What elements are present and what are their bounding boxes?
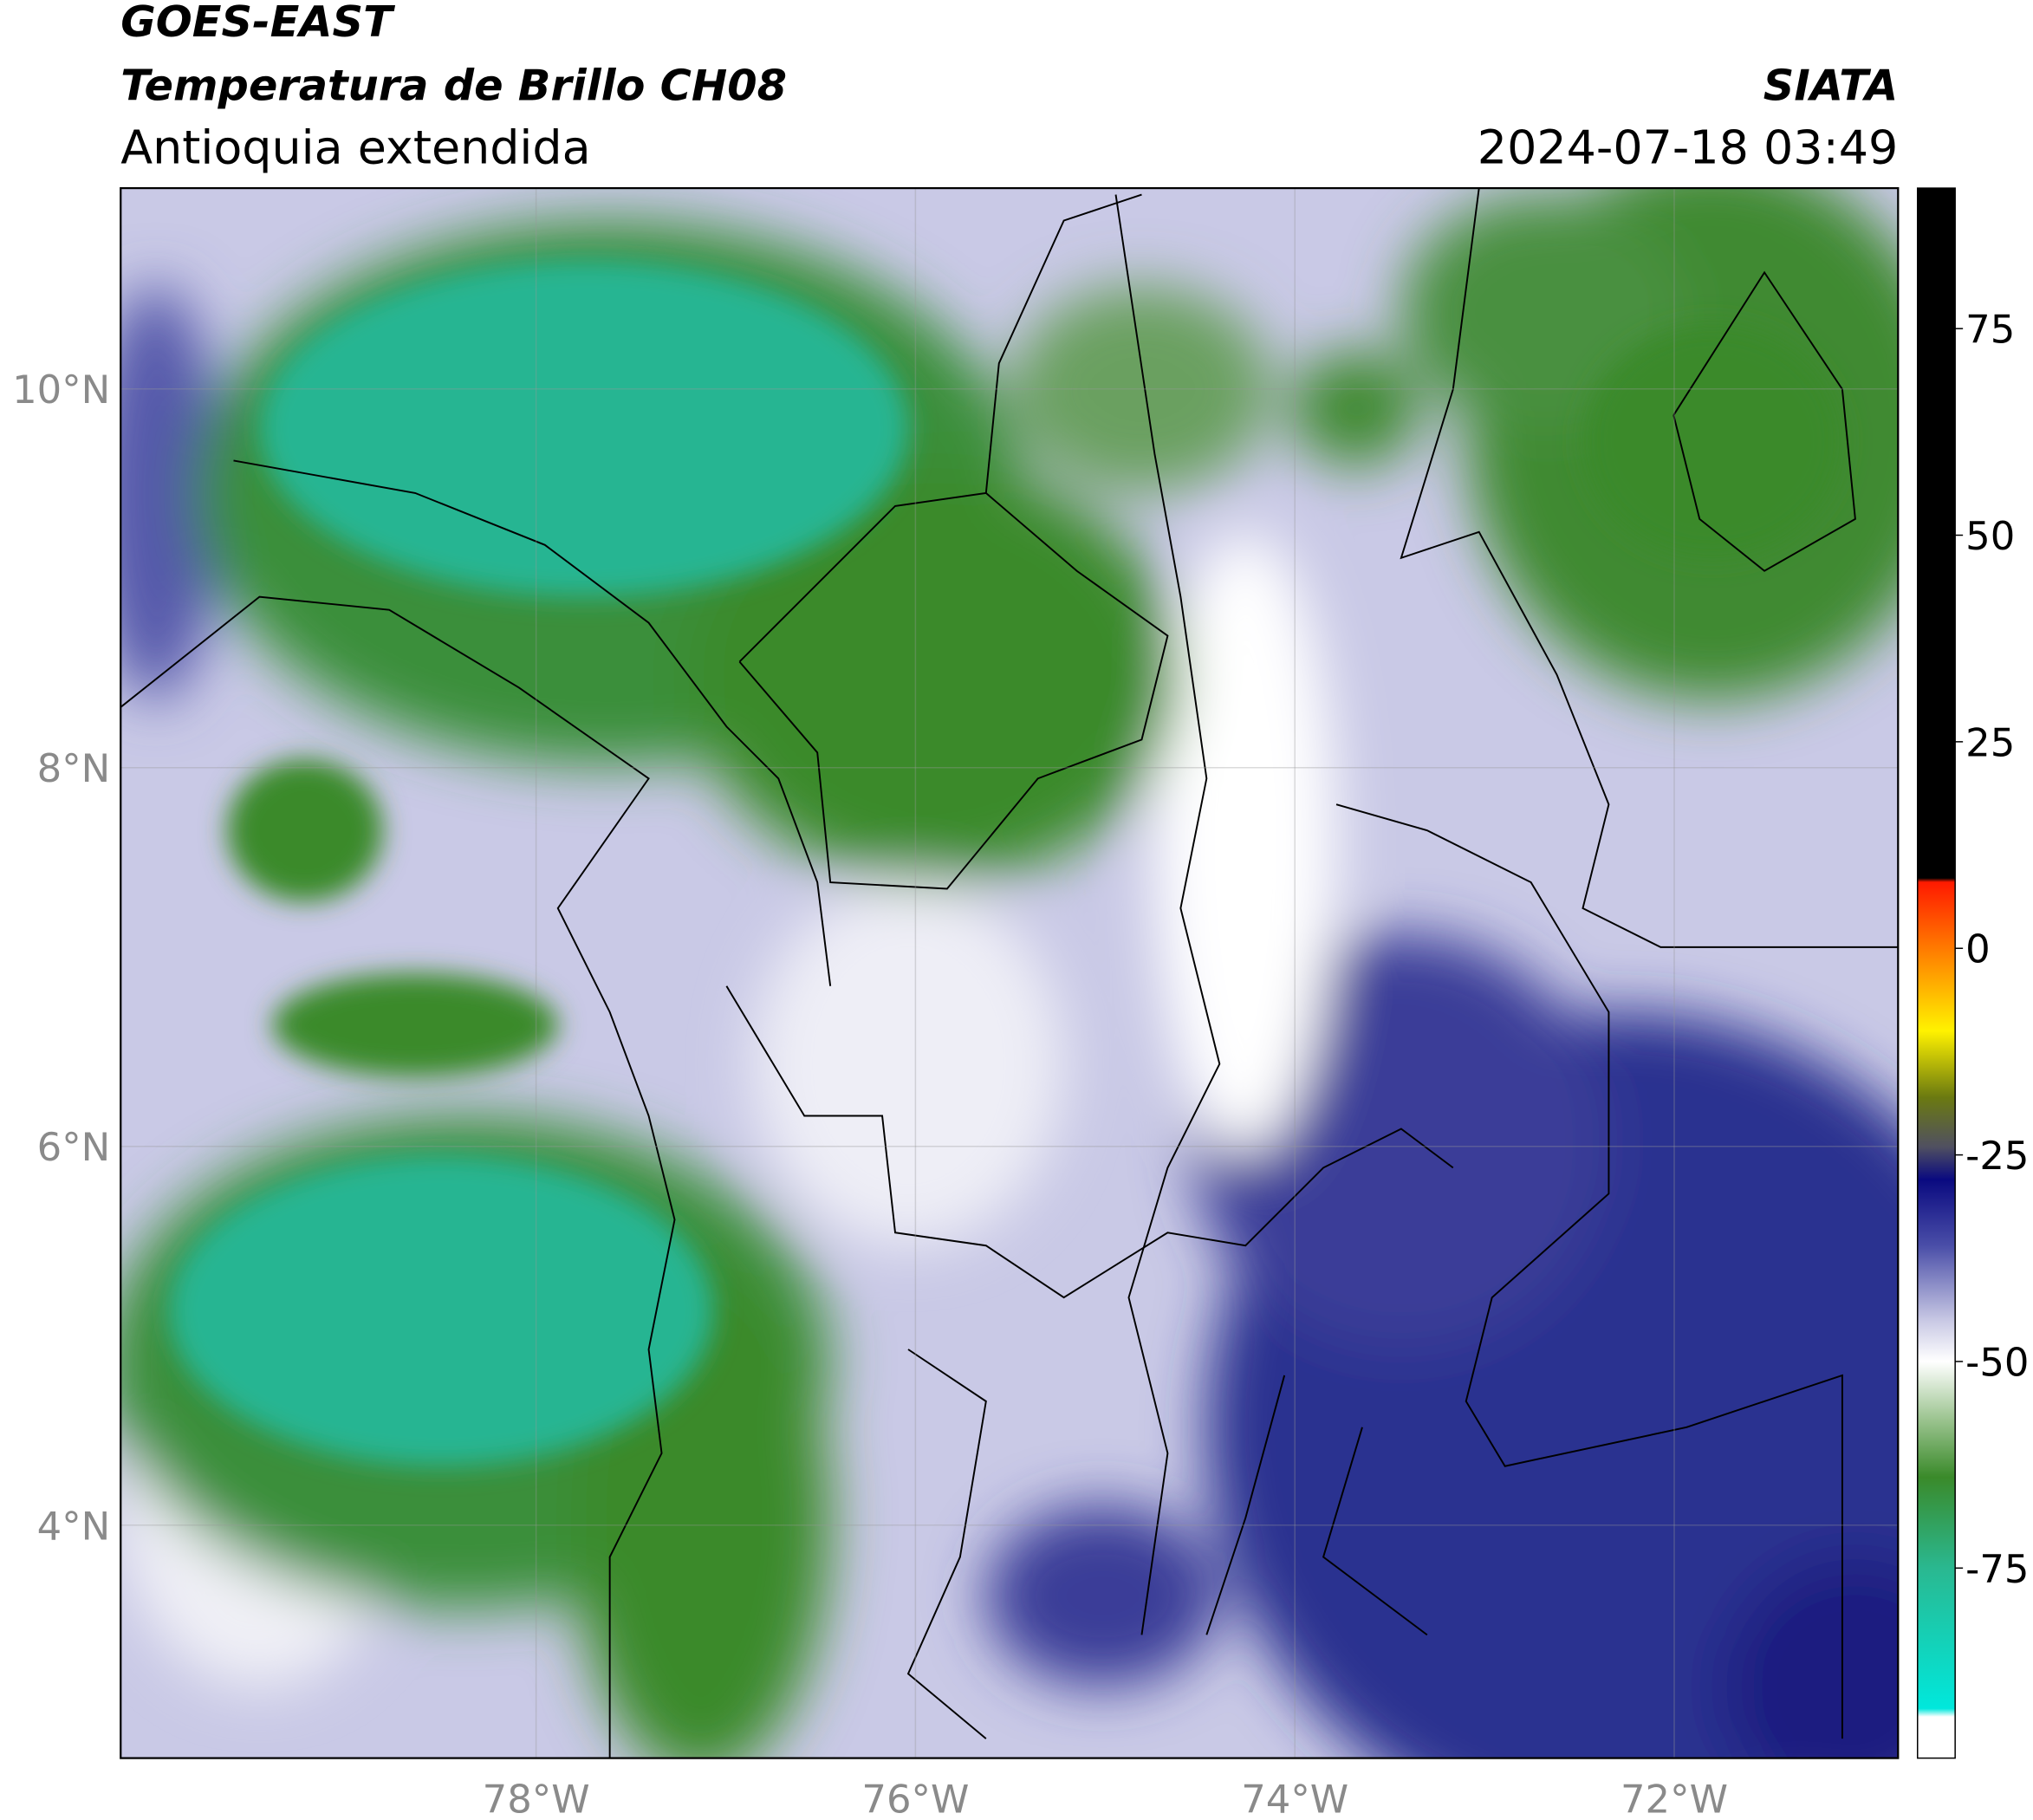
lat-label: 8°N (37, 745, 111, 791)
colorbar-label: 75 (1965, 307, 2015, 353)
lat-label: 10°N (12, 367, 110, 413)
title: GOES-EAST (120, 0, 395, 47)
subtitle: Temperatura de Brillo CH08 (120, 60, 787, 110)
satellite-image (120, 188, 1899, 1758)
region: Antioquia extendida (120, 120, 590, 175)
lat-label: 4°N (37, 1503, 111, 1549)
datetime: 2024-07-18 03:49 (1478, 120, 1898, 175)
lon-label: 76°W (861, 1776, 969, 1820)
lon-label: 72°W (1621, 1776, 1728, 1820)
lon-label: 78°W (483, 1776, 590, 1820)
colorbar-label: 0 (1965, 926, 1991, 972)
colorbar-label: -25 (1965, 1133, 2029, 1179)
colorbar-label: 50 (1965, 513, 2015, 559)
colorbar (1916, 187, 1956, 1759)
colorbar-label: -75 (1965, 1546, 2029, 1592)
boundaries (120, 188, 1899, 1758)
graticule (120, 188, 1899, 1758)
colorbar-label: -50 (1965, 1339, 2029, 1385)
lat-label: 6°N (37, 1124, 111, 1170)
map-frame (120, 186, 1900, 1759)
agency: SIATA (1763, 60, 1899, 110)
colorbar-label: 25 (1965, 719, 2015, 765)
lon-label: 74°W (1241, 1776, 1348, 1820)
